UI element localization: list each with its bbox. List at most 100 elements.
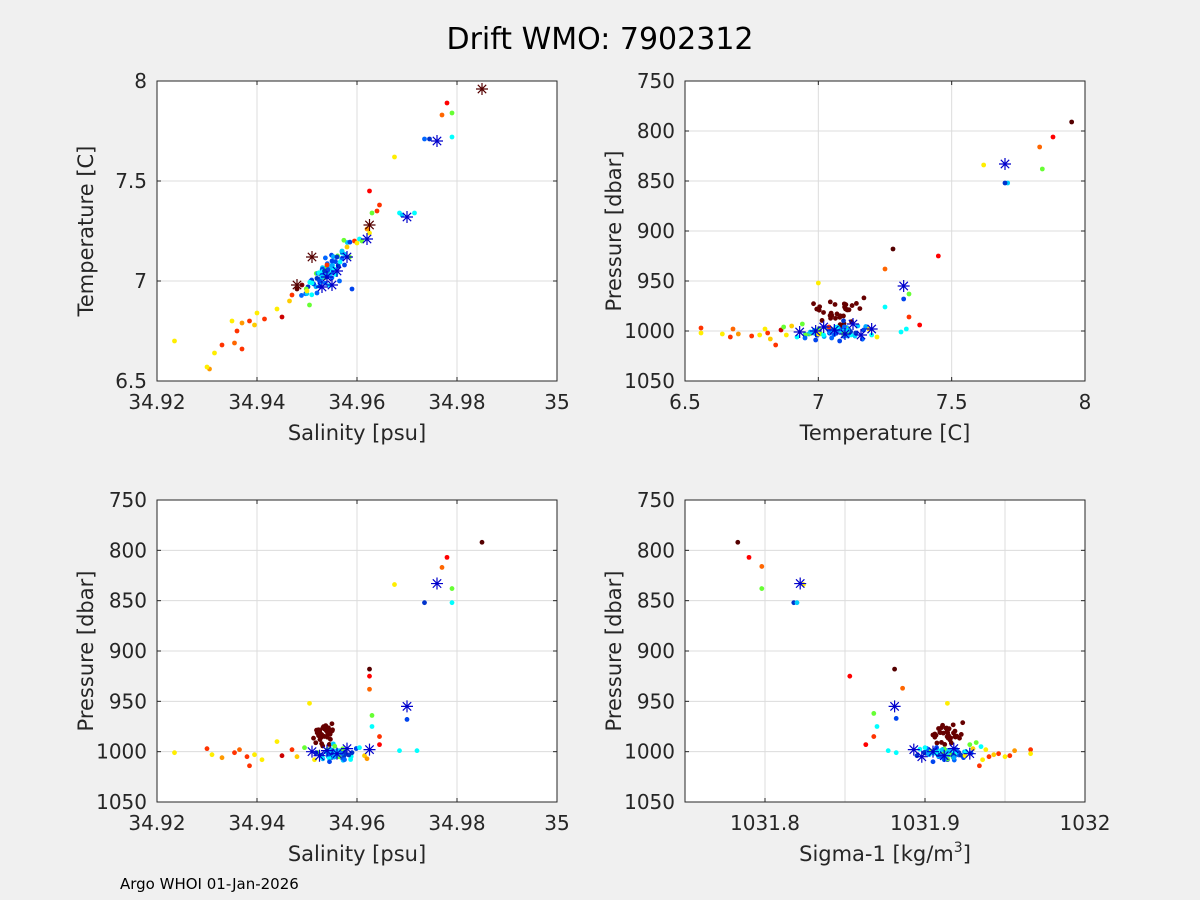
data-point-deep bbox=[828, 315, 833, 321]
data-point bbox=[799, 321, 805, 327]
data-point bbox=[898, 329, 904, 335]
data-point bbox=[234, 328, 240, 334]
star-marker bbox=[793, 326, 806, 338]
data-point-cluster bbox=[322, 255, 328, 261]
data-point bbox=[444, 100, 450, 106]
data-point bbox=[229, 318, 235, 324]
y-tick-label: 950 bbox=[109, 689, 147, 713]
data-point-deep bbox=[943, 725, 949, 731]
data-point-cluster bbox=[341, 237, 347, 243]
data-point bbox=[172, 338, 177, 344]
data-point bbox=[427, 136, 432, 142]
data-point bbox=[935, 253, 941, 259]
data-point bbox=[1002, 754, 1008, 760]
data-point bbox=[314, 290, 320, 296]
x-tick-label: 34.92 bbox=[128, 811, 185, 835]
data-point bbox=[945, 700, 950, 706]
data-point bbox=[289, 292, 295, 298]
data-points bbox=[172, 539, 485, 769]
data-point bbox=[252, 322, 257, 328]
data-point bbox=[349, 286, 355, 292]
data-point bbox=[893, 716, 899, 721]
data-point-deep bbox=[844, 306, 849, 312]
data-point bbox=[1007, 753, 1013, 759]
data-point bbox=[882, 304, 888, 310]
data-point bbox=[885, 748, 891, 754]
data-point-deep bbox=[323, 723, 329, 729]
data-point bbox=[219, 342, 225, 348]
data-point bbox=[414, 748, 420, 754]
data-point bbox=[807, 329, 813, 335]
data-point-deep bbox=[951, 730, 956, 736]
data-point bbox=[749, 333, 755, 339]
y-tick-label: 7.5 bbox=[115, 169, 147, 193]
data-point-deep bbox=[817, 304, 823, 310]
star-marker bbox=[326, 279, 338, 291]
data-point bbox=[412, 210, 417, 216]
data-point bbox=[337, 278, 342, 284]
data-point bbox=[773, 342, 779, 348]
data-point bbox=[307, 700, 312, 706]
data-point bbox=[262, 316, 267, 322]
x-tick-label: 8 bbox=[1079, 390, 1092, 414]
star-marker bbox=[476, 83, 488, 95]
x-axis-label: Temperature [C] bbox=[799, 421, 971, 445]
x-tick-label: 34.96 bbox=[328, 811, 385, 835]
data-point-deep bbox=[311, 735, 316, 741]
data-point bbox=[986, 754, 992, 760]
star-marker bbox=[794, 577, 807, 590]
data-point bbox=[821, 332, 827, 338]
data-point-deep bbox=[960, 720, 966, 726]
data-point bbox=[439, 565, 445, 570]
data-point-cluster bbox=[845, 328, 851, 333]
data-point bbox=[802, 335, 808, 341]
data-point-deep bbox=[827, 299, 833, 305]
data-point bbox=[981, 162, 987, 168]
data-point bbox=[762, 326, 768, 332]
data-point-deep bbox=[843, 302, 849, 308]
data-point-cluster bbox=[329, 262, 335, 268]
x-axis-label: Salinity [psu] bbox=[288, 842, 426, 866]
y-tick-label: 850 bbox=[109, 589, 147, 613]
data-point bbox=[890, 246, 896, 252]
star-marker bbox=[361, 233, 373, 245]
x-tick-label: 34.98 bbox=[428, 390, 485, 414]
data-point bbox=[698, 330, 704, 336]
data-point bbox=[1050, 134, 1056, 140]
data-point bbox=[930, 759, 936, 765]
data-point bbox=[349, 750, 355, 756]
data-point-deep bbox=[313, 740, 319, 746]
star-marker bbox=[999, 158, 1011, 170]
data-point-deep bbox=[936, 726, 941, 731]
data-point-deep bbox=[952, 734, 958, 740]
data-point-deep bbox=[942, 741, 948, 747]
data-point bbox=[871, 711, 877, 716]
data-point bbox=[767, 336, 773, 342]
data-point bbox=[871, 734, 877, 739]
y-tick-label: 7 bbox=[134, 269, 147, 293]
data-point bbox=[449, 134, 455, 140]
data-point-deep bbox=[857, 306, 863, 312]
data-point bbox=[977, 763, 982, 769]
data-point bbox=[374, 208, 380, 214]
x-tick-label: 34.94 bbox=[228, 390, 285, 414]
y-tick-label: 1000 bbox=[624, 740, 675, 764]
x-tick-label: 1031.8 bbox=[730, 811, 800, 835]
data-point bbox=[996, 751, 1001, 757]
data-point bbox=[893, 750, 899, 756]
star-marker bbox=[306, 745, 318, 758]
data-point bbox=[1037, 144, 1043, 150]
star-marker bbox=[888, 700, 901, 713]
data-point-cluster bbox=[299, 293, 304, 298]
data-point-cluster bbox=[309, 292, 315, 298]
data-point-deep bbox=[316, 727, 321, 733]
y-tick-label: 1000 bbox=[624, 319, 675, 343]
data-points bbox=[735, 539, 1033, 769]
data-point bbox=[973, 740, 979, 746]
data-point bbox=[367, 230, 372, 236]
data-point bbox=[922, 745, 928, 751]
data-point bbox=[1028, 751, 1033, 757]
y-tick-label: 850 bbox=[637, 169, 675, 193]
y-axis-label: Pressure [dbar] bbox=[74, 571, 98, 732]
